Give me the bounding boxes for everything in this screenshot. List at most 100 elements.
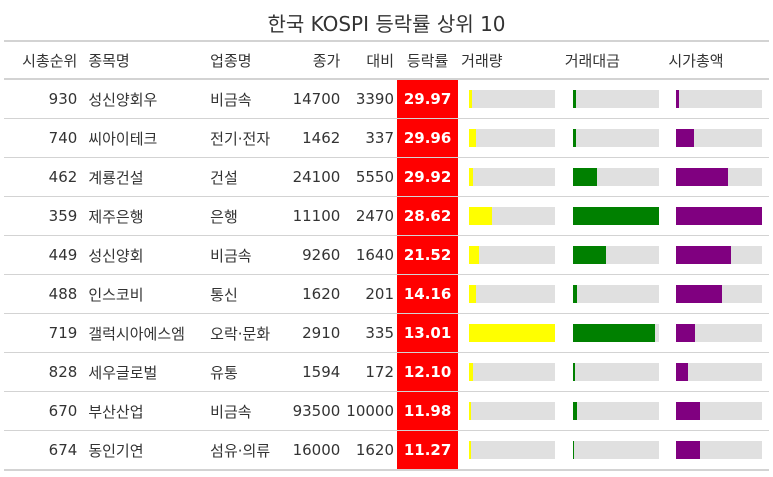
rank-cell: 449: [4, 235, 81, 275]
cap-bar-cell: [665, 430, 769, 471]
diff-cell: 335: [343, 313, 398, 353]
amount-bar: [572, 90, 577, 108]
price-cell: 9260: [282, 235, 344, 275]
name-cell: 인스코비: [80, 274, 208, 314]
cap-bar-cell: [665, 79, 769, 119]
amount-bar: [572, 441, 575, 459]
cap-bar-track: [676, 129, 763, 147]
rank-cell: 462: [4, 157, 81, 197]
cap-bar: [676, 129, 694, 147]
rate-cell: 28.62: [397, 196, 459, 236]
volume-bar: [469, 402, 471, 420]
price-cell: 16000: [282, 430, 344, 471]
kospi-table: 시총순위 종목명 업종명 종가 대비 등락률 거래량 거래대금 시가총액 930…: [4, 40, 769, 471]
cap-bar-track: [676, 285, 763, 303]
price-cell: 1620: [282, 274, 344, 314]
header-row: 시총순위 종목명 업종명 종가 대비 등락률 거래량 거래대금 시가총액: [4, 40, 769, 80]
diff-cell: 2470: [343, 196, 398, 236]
cap-bar-cell: [665, 274, 769, 314]
cap-bar: [676, 207, 763, 225]
amount-bar-track: [572, 285, 659, 303]
cap-bar: [676, 402, 701, 420]
price-cell: 93500: [282, 391, 344, 431]
rank-cell: 828: [4, 352, 81, 392]
volume-bar: [469, 441, 471, 459]
table-row: 670 부산산업 비금속 93500 10000 11.98: [4, 391, 769, 431]
name-cell: 동인기연: [80, 430, 208, 471]
amount-bar-track: [572, 246, 659, 264]
rank-cell: 930: [4, 79, 81, 119]
volume-bar-track: [469, 246, 556, 264]
volume-bar-track: [469, 402, 556, 420]
cap-bar-track: [676, 90, 763, 108]
price-cell: 24100: [282, 157, 344, 197]
table-row: 740 씨아이테크 전기·전자 1462 337 29.96: [4, 118, 769, 158]
volume-bar: [469, 207, 493, 225]
volume-bar-track: [469, 90, 556, 108]
volume-bar-cell: [458, 118, 562, 158]
diff-cell: 337: [343, 118, 398, 158]
cap-bar-track: [676, 246, 763, 264]
amount-bar-cell: [561, 157, 666, 197]
sector-cell: 은행: [207, 196, 283, 236]
header-rate: 등락률: [397, 40, 459, 80]
table-row: 674 동인기연 섬유·의류 16000 1620 11.27: [4, 430, 769, 471]
volume-bar-cell: [458, 196, 562, 236]
amount-bar-cell: [561, 352, 666, 392]
cap-bar: [676, 441, 700, 459]
cap-bar-cell: [665, 157, 769, 197]
cap-bar: [676, 246, 732, 264]
rate-cell: 11.27: [397, 430, 459, 471]
rate-cell: 29.96: [397, 118, 459, 158]
rank-cell: 488: [4, 274, 81, 314]
volume-bar-track: [469, 168, 556, 186]
volume-bar-cell: [458, 157, 562, 197]
header-diff: 대비: [343, 40, 398, 80]
cap-bar-cell: [665, 352, 769, 392]
cap-bar-track: [676, 324, 763, 342]
table-row: 449 성신양회 비금속 9260 1640 21.52: [4, 235, 769, 275]
name-cell: 제주은행: [80, 196, 208, 236]
volume-bar-track: [469, 207, 556, 225]
volume-bar: [469, 246, 480, 264]
volume-bar: [469, 168, 473, 186]
amount-bar-track: [572, 90, 659, 108]
sector-cell: 오락·문화: [207, 313, 283, 353]
amount-bar-track: [572, 441, 659, 459]
name-cell: 성신양회우: [80, 79, 208, 119]
amount-bar-cell: [561, 391, 666, 431]
diff-cell: 10000: [343, 391, 398, 431]
sector-cell: 건설: [207, 157, 283, 197]
amount-bar-track: [572, 129, 659, 147]
header-price: 종가: [282, 40, 344, 80]
rate-cell: 29.97: [397, 79, 459, 119]
cap-bar-cell: [665, 196, 769, 236]
rank-cell: 670: [4, 391, 81, 431]
table-body: 930 성신양회우 비금속 14700 3390 29.97 740 씨아이테크 전기·전자 14…: [4, 79, 769, 471]
diff-cell: 172: [343, 352, 398, 392]
diff-cell: 3390: [343, 79, 398, 119]
header-cap: 시가총액: [665, 40, 769, 80]
diff-cell: 1640: [343, 235, 398, 275]
cap-bar-cell: [665, 235, 769, 275]
amount-bar: [572, 246, 607, 264]
amount-bar-cell: [561, 313, 666, 353]
cap-bar: [676, 324, 696, 342]
table-row: 719 갤럭시아에스엠 오락·문화 2910 335 13.01: [4, 313, 769, 353]
amount-bar-cell: [561, 235, 666, 275]
rate-cell: 11.98: [397, 391, 459, 431]
volume-bar-cell: [458, 391, 562, 431]
rank-cell: 359: [4, 196, 81, 236]
sector-cell: 전기·전자: [207, 118, 283, 158]
volume-bar-track: [469, 324, 556, 342]
volume-bar-track: [469, 129, 556, 147]
price-cell: 11100: [282, 196, 344, 236]
amount-bar: [572, 129, 577, 147]
cap-bar: [676, 363, 688, 381]
sector-cell: 비금속: [207, 391, 283, 431]
table-row: 930 성신양회우 비금속 14700 3390 29.97: [4, 79, 769, 119]
volume-bar-cell: [458, 274, 562, 314]
amount-bar-track: [572, 207, 659, 225]
amount-bar-cell: [561, 430, 666, 471]
cap-bar-track: [676, 441, 763, 459]
